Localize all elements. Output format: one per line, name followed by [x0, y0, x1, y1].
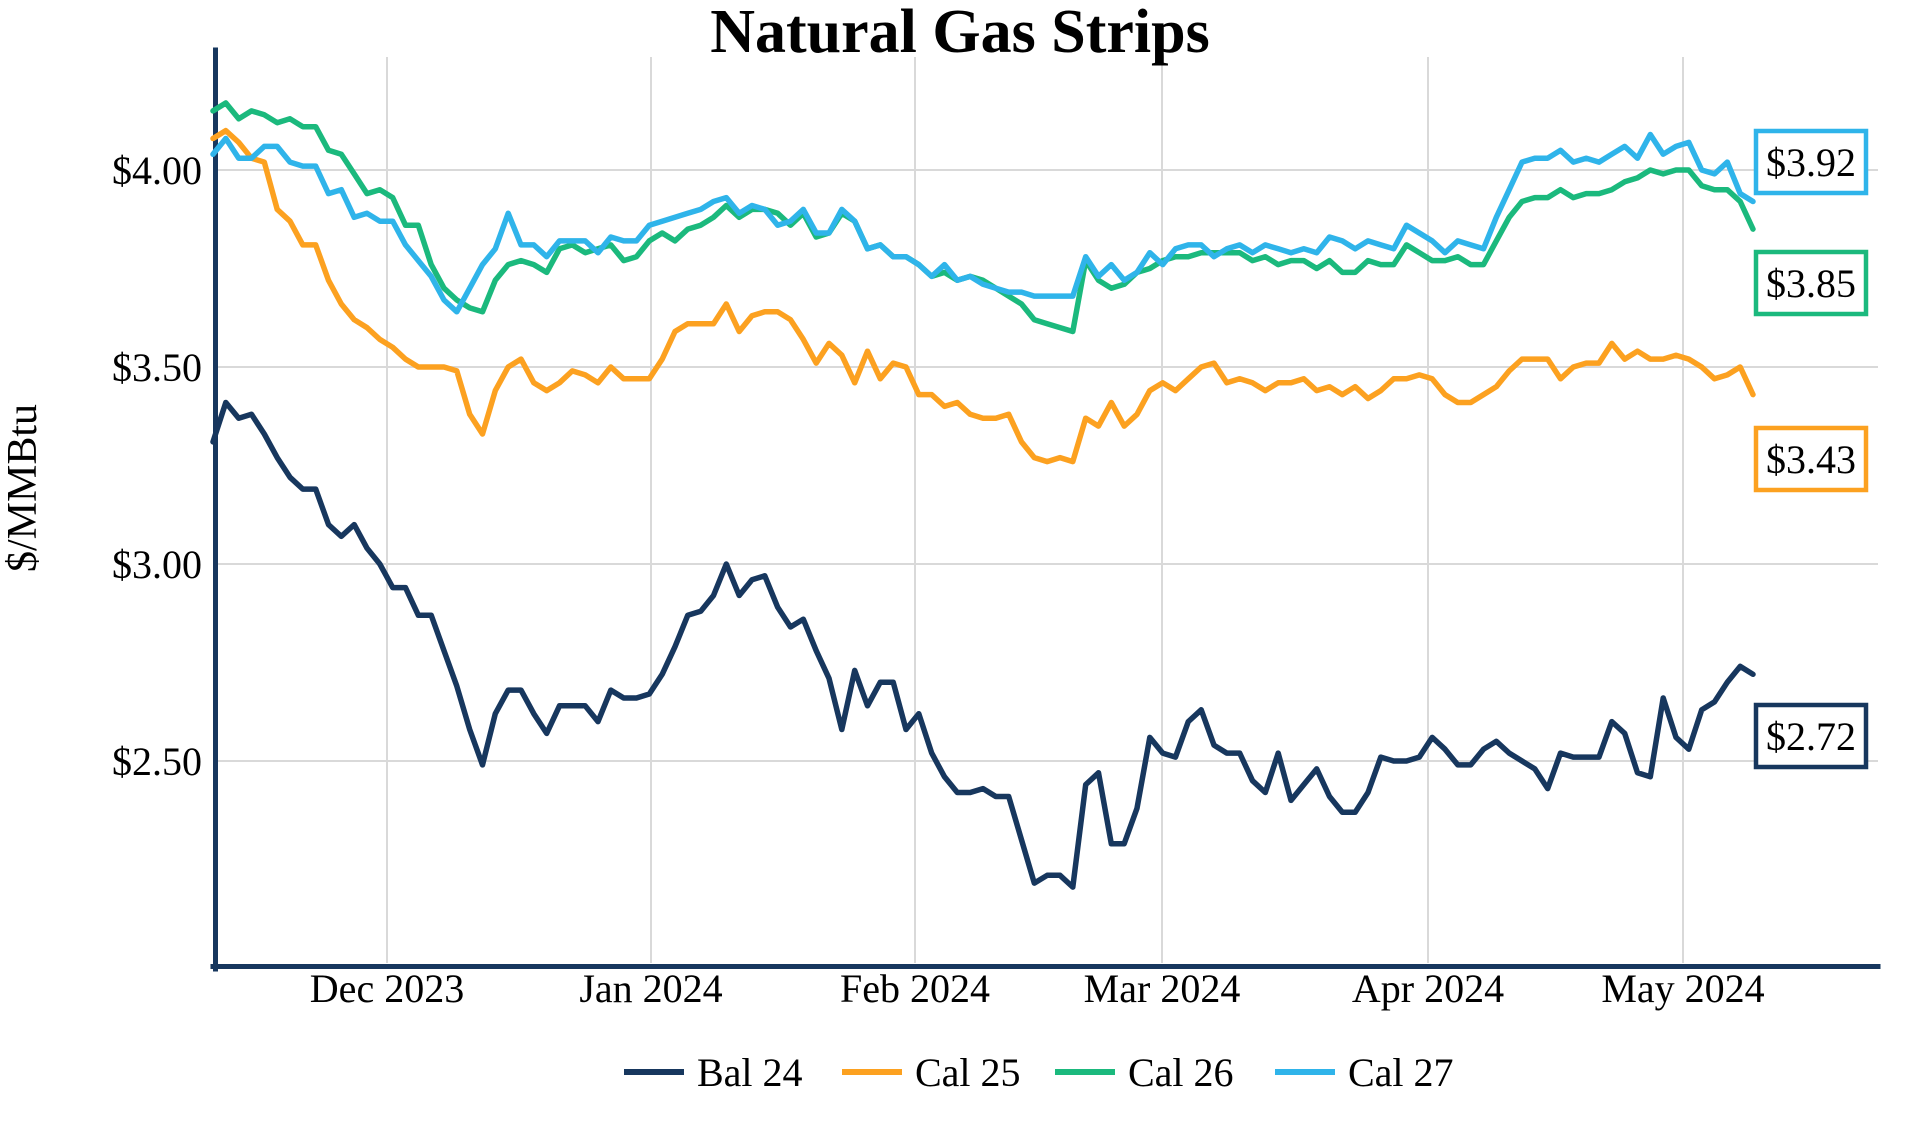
x-tick-label: Jan 2024: [579, 966, 722, 1011]
y-tick-label: $3.00: [112, 542, 202, 587]
legend-item-bal-24: Bal 24: [624, 1050, 803, 1095]
legend-label: Cal 27: [1348, 1050, 1454, 1095]
legend-label: Cal 26: [1128, 1050, 1234, 1095]
legend-label: Cal 25: [915, 1050, 1021, 1095]
series-lines: [210, 100, 1756, 890]
y-tick-label: $3.50: [112, 345, 202, 390]
legend-item-cal-27: Cal 27: [1275, 1050, 1454, 1095]
end-label-cal-27: $3.92: [1753, 128, 1869, 196]
y-tick-labels: $4.00 $3.50 $3.00 $2.50: [112, 148, 202, 784]
legend-item-cal-25: Cal 25: [842, 1050, 1021, 1095]
x-tick-label: Feb 2024: [840, 966, 990, 1011]
series-line-cal-25: [210, 127, 1756, 465]
legend-item-cal-26: Cal 26: [1055, 1050, 1234, 1095]
series-line-cal-26: [210, 100, 1756, 335]
x-tick-label: Apr 2024: [1352, 966, 1504, 1011]
series-end-value-labels: $3.92 $3.85 $3.43 $2.72: [1753, 128, 1869, 770]
end-label-box: [1753, 425, 1869, 493]
y-tick-label: $4.00: [112, 148, 202, 193]
series-line-cal-27: [210, 131, 1756, 315]
y-tick-label: $2.50: [112, 739, 202, 784]
end-label-value: $2.72: [1766, 714, 1856, 759]
x-tick-labels: Dec 2023 Jan 2024 Feb 2024 Mar 2024 Apr 2024…: [310, 966, 1765, 1011]
end-label-value: $3.85: [1766, 261, 1856, 306]
end-label-box: [1753, 128, 1869, 196]
gridlines: [213, 57, 1878, 963]
legend: Bal 24 Cal 25 Cal 26 Cal 27: [624, 1050, 1454, 1095]
end-label-cal-25: $3.43: [1753, 425, 1869, 493]
end-label-box: [1753, 702, 1869, 770]
series-line-bal-24: [210, 399, 1756, 890]
x-tick-label: May 2024: [1601, 966, 1764, 1011]
legend-label: Bal 24: [697, 1050, 803, 1095]
page-title: Natural Gas Strips: [710, 0, 1209, 66]
x-tick-label: Mar 2024: [1084, 966, 1241, 1011]
y-axis-label: $/MMBtu: [0, 404, 46, 572]
end-label-cal-26: $3.85: [1753, 249, 1869, 317]
end-label-value: $3.43: [1766, 437, 1856, 482]
end-label-bal-24: $2.72: [1753, 702, 1869, 770]
x-tick-label: Dec 2023: [310, 966, 464, 1011]
end-label-box: [1753, 249, 1869, 317]
end-label-value: $3.92: [1766, 140, 1856, 185]
